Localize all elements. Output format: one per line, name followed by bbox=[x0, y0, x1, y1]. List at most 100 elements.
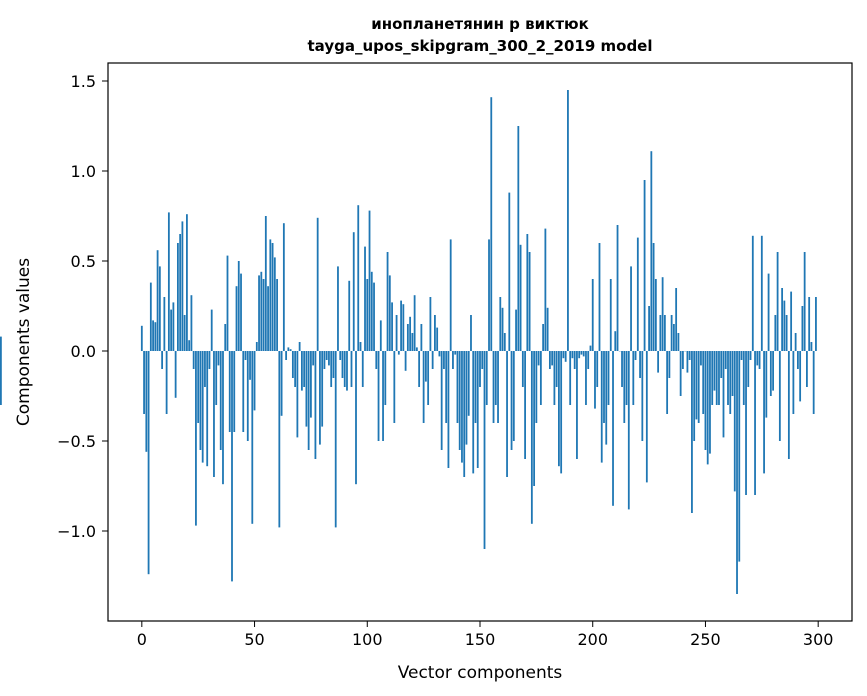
bar-218 bbox=[632, 351, 635, 405]
bar-195 bbox=[580, 351, 583, 355]
bar-249 bbox=[702, 351, 705, 414]
bar-0 bbox=[140, 325, 143, 351]
bar-124 bbox=[420, 324, 423, 351]
bar-92 bbox=[348, 280, 351, 351]
bar-161 bbox=[503, 333, 506, 351]
bar-197 bbox=[585, 351, 587, 405]
bar-142 bbox=[461, 351, 463, 463]
y-tick-label: −0.5 bbox=[57, 432, 96, 451]
bar-280 bbox=[772, 351, 774, 391]
bar-201 bbox=[594, 351, 596, 409]
bar-168 bbox=[519, 244, 522, 351]
plot-frame bbox=[107, 62, 853, 622]
bar-109 bbox=[386, 252, 389, 351]
bar-99 bbox=[364, 246, 366, 351]
x-tick-label: 50 bbox=[244, 630, 264, 649]
bar-72 bbox=[303, 351, 306, 387]
bar-227 bbox=[652, 243, 655, 351]
bar-298 bbox=[812, 351, 815, 414]
bar-288 bbox=[790, 291, 793, 351]
bar-84 bbox=[330, 351, 333, 387]
bar-113 bbox=[395, 315, 398, 351]
bar-203 bbox=[598, 243, 601, 351]
bar-22 bbox=[190, 295, 193, 351]
bar-40 bbox=[231, 351, 233, 582]
bar-56 bbox=[267, 286, 269, 351]
bar-253 bbox=[711, 351, 714, 405]
bar-9 bbox=[161, 351, 164, 369]
bar-246 bbox=[695, 351, 698, 420]
bar-157 bbox=[494, 351, 497, 405]
bar-269 bbox=[747, 351, 750, 387]
bar-189 bbox=[567, 90, 569, 351]
bar-89 bbox=[341, 351, 344, 378]
bar-277 bbox=[765, 351, 768, 418]
bar-234 bbox=[668, 351, 671, 378]
bar-284 bbox=[781, 288, 784, 351]
bar-107 bbox=[382, 351, 384, 441]
bar-139 bbox=[454, 351, 457, 355]
bar-154 bbox=[488, 239, 490, 351]
bar-146 bbox=[470, 315, 472, 351]
bar-105 bbox=[377, 351, 380, 441]
bar-148 bbox=[474, 351, 477, 423]
bar-262 bbox=[731, 351, 734, 396]
bar-42 bbox=[235, 286, 238, 351]
bar-207 bbox=[607, 351, 610, 405]
bar-160 bbox=[501, 307, 504, 351]
bar-265 bbox=[738, 351, 741, 562]
bar-95 bbox=[355, 351, 357, 485]
bar-74 bbox=[307, 351, 310, 450]
bar-283 bbox=[778, 351, 781, 441]
bar-71 bbox=[300, 351, 303, 391]
bar-31 bbox=[210, 309, 213, 351]
bar-245 bbox=[693, 351, 696, 441]
bar-257 bbox=[720, 351, 723, 378]
bar-25 bbox=[197, 351, 200, 423]
bar-222 bbox=[641, 351, 644, 441]
bars-group bbox=[0, 90, 817, 594]
bar-120 bbox=[411, 333, 414, 351]
bar-59 bbox=[273, 257, 276, 351]
bar-281 bbox=[774, 315, 777, 351]
bar-47 bbox=[246, 351, 249, 441]
bar-14 bbox=[172, 302, 175, 351]
bar-43 bbox=[237, 261, 240, 351]
bar-152 bbox=[483, 351, 486, 549]
bar-127 bbox=[427, 351, 430, 405]
bar-149 bbox=[476, 351, 479, 468]
bar-116 bbox=[402, 304, 405, 351]
bar-244 bbox=[691, 351, 693, 513]
bar-229 bbox=[657, 351, 660, 373]
bar-174 bbox=[533, 351, 536, 486]
bar-49 bbox=[251, 351, 254, 524]
bar-61 bbox=[278, 351, 281, 528]
bar-5 bbox=[152, 320, 154, 351]
bar-204 bbox=[600, 351, 603, 463]
bar-48 bbox=[249, 351, 251, 380]
bar-272 bbox=[754, 351, 756, 495]
bar-undefined bbox=[0, 351, 2, 405]
bar-102 bbox=[370, 271, 373, 351]
bar-143 bbox=[463, 351, 466, 477]
bar-77 bbox=[314, 351, 317, 459]
bar-21 bbox=[188, 340, 191, 351]
bar-292 bbox=[799, 351, 802, 402]
bar-37 bbox=[224, 324, 227, 351]
bar-136 bbox=[447, 351, 450, 468]
bar-undefined bbox=[0, 336, 2, 351]
bar-30 bbox=[208, 351, 211, 369]
bar-273 bbox=[756, 351, 759, 366]
bar-138 bbox=[452, 351, 454, 369]
bar-270 bbox=[749, 351, 752, 360]
bar-132 bbox=[438, 351, 441, 357]
bar-192 bbox=[573, 351, 576, 369]
bar-256 bbox=[718, 351, 720, 405]
bar-101 bbox=[368, 210, 371, 351]
bar-236 bbox=[672, 324, 675, 351]
bar-53 bbox=[260, 271, 263, 351]
bar-173 bbox=[530, 351, 533, 524]
bar-78 bbox=[316, 217, 319, 351]
x-tick-label: 150 bbox=[465, 630, 496, 649]
bar-183 bbox=[553, 351, 556, 405]
